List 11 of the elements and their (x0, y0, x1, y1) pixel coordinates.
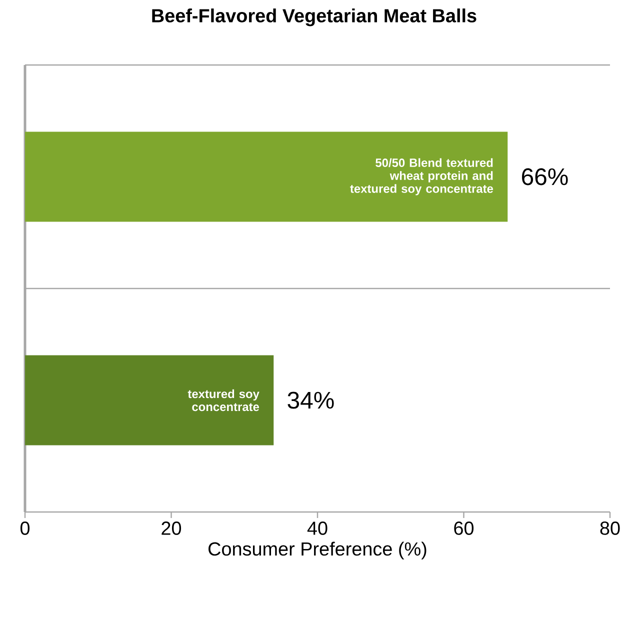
data-label: 34% (288, 392, 334, 409)
y-tick-label: textured soy concentrate (188, 389, 260, 412)
x-axis-title: Consumer Preference (%) (208, 542, 426, 560)
x-tick-label: 40 (307, 522, 328, 535)
data-label: 66% (522, 168, 568, 186)
x-tick-label: 20 (162, 522, 182, 535)
chart-title: Beef-Flavored Vegetarian Meat Balls (152, 8, 476, 26)
y-tick-label: 50/50 Blend textured wheat protein and textured soy concentrate (350, 158, 494, 196)
x-tick-label: 0 (20, 522, 30, 535)
x-tick-label: 80 (600, 522, 620, 535)
x-tick-label: 60 (454, 522, 474, 535)
